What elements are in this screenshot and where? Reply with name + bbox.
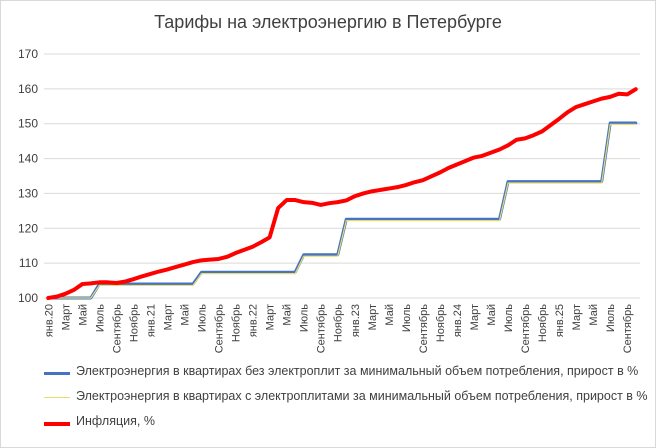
series-line-no-stove: [46, 121, 638, 300]
series-line-inflation: [46, 87, 638, 300]
x-tick-label: Ноябрь: [435, 304, 447, 342]
x-tick-label: Сентябрь: [214, 304, 226, 354]
x-tick-label: Сентябрь: [622, 304, 634, 354]
series-line-with-stove: [47, 123, 637, 299]
x-tick-label: янв.20: [43, 304, 55, 337]
y-tick-label: 160: [18, 82, 38, 96]
legend-item-with-stove: Электроэнергия в квартирах с электроплит…: [44, 389, 648, 414]
x-tick-label: Май: [282, 304, 294, 326]
x-tick-label: янв.23: [350, 304, 362, 337]
x-tick-label: Март: [469, 304, 481, 330]
x-tick-label: Сентябрь: [316, 304, 328, 354]
x-tick-label: Март: [571, 304, 583, 330]
x-tick-label: Май: [384, 304, 396, 326]
x-tick-label: Сентябрь: [111, 304, 123, 354]
y-tick-label: 170: [18, 47, 38, 61]
x-tick-label: Июль: [605, 304, 617, 332]
chart-title: Тарифы на электроэнергию в Петербурге: [154, 12, 502, 32]
legend-swatch-with-stove: [44, 397, 70, 398]
y-tick-label: 100: [18, 291, 38, 305]
x-tick-label: Май: [77, 304, 89, 326]
x-tick-label: Май: [179, 304, 191, 326]
gridlines: [44, 53, 640, 299]
x-tick-label: Май: [486, 304, 498, 326]
x-tick-label: Ноябрь: [231, 304, 243, 342]
legend: Электроэнергия в квартирах без электропл…: [44, 364, 648, 439]
x-tick-label: янв.21: [145, 304, 157, 337]
y-tick-label: 150: [18, 117, 38, 131]
x-tick-label: янв.25: [554, 304, 566, 337]
legend-swatch-no-stove: [44, 372, 70, 375]
legend-swatch-inflation: [44, 422, 70, 426]
x-tick-label: Март: [367, 304, 379, 330]
x-tick-label: Июль: [94, 304, 106, 332]
x-tick-label: Март: [265, 304, 277, 330]
x-tick-label: Июль: [197, 304, 209, 332]
y-tick-label: 110: [19, 256, 38, 270]
x-tick-label: Ноябрь: [128, 304, 140, 342]
legend-label: Электроэнергия в квартирах без электропл…: [76, 364, 639, 378]
x-tick-label: Июль: [503, 304, 515, 332]
y-tick-label: 120: [18, 221, 38, 235]
x-tick-label: Ноябрь: [537, 304, 549, 342]
x-tick-label: Июль: [299, 304, 311, 332]
x-tick-label: Сентябрь: [418, 304, 430, 354]
y-tick-label: 140: [18, 152, 38, 166]
x-tick-label: янв.22: [248, 304, 260, 337]
x-axis-ticks: янв.20 Март Май Июль Сентябрь Ноябрь янв.21 Мар…: [43, 304, 634, 354]
x-tick-label: янв.24: [452, 304, 464, 337]
x-tick-label: Ноябрь: [333, 304, 345, 342]
x-tick-label: Май: [588, 304, 600, 326]
x-tick-label: Июль: [401, 304, 413, 332]
x-tick-label: Март: [162, 304, 174, 330]
y-tick-label: 130: [18, 186, 38, 200]
y-axis-ticks: 100 110 120 130 140 150 160 170: [18, 47, 38, 305]
series-lines: [46, 87, 638, 300]
x-tick-label: Март: [60, 304, 72, 330]
x-tick-label: Сентябрь: [520, 304, 532, 354]
legend-label: Инфляция, %: [76, 414, 155, 428]
legend-label: Электроэнергия в квартирах с электроплит…: [76, 389, 648, 403]
legend-item-inflation: Инфляция, %: [44, 414, 644, 439]
legend-item-no-stove: Электроэнергия в квартирах без электропл…: [44, 364, 644, 389]
